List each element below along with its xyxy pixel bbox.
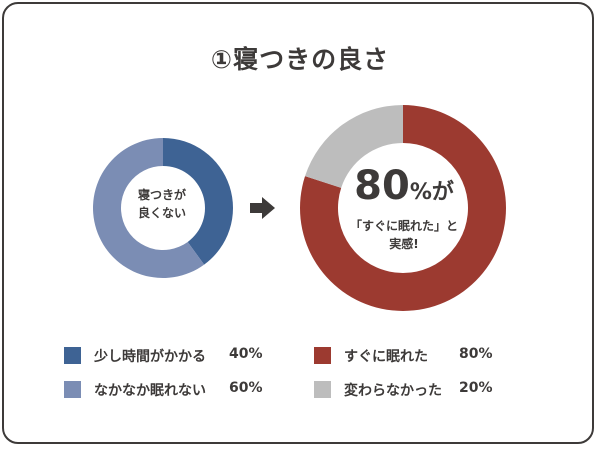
left-center-line2: 良くない: [137, 206, 186, 220]
right-msg-line2: 実感!: [389, 237, 419, 251]
legend-swatch: [64, 381, 81, 398]
legend-value: 80%: [459, 346, 493, 362]
left-center-line1: 寝つきが: [137, 188, 186, 202]
legend-swatch: [314, 347, 331, 364]
right-donut-message: 「すぐに眠れた」と 実感!: [312, 217, 496, 253]
donut-slice-0: [300, 105, 507, 311]
big-percent-suffix: %が: [409, 180, 454, 205]
right-msg-line1: 「すぐに眠れた」と: [349, 219, 458, 233]
arrow-right-icon: [250, 197, 275, 219]
legend-swatch: [314, 381, 331, 398]
left-donut-center-label: 寝つきが 良くない: [106, 186, 218, 222]
legend-label: 変わらなかった: [344, 383, 442, 399]
big-percent-number: 80: [354, 163, 410, 209]
donut-slice-0: [163, 138, 233, 265]
page-title: ①寝つきの良さ: [210, 45, 390, 74]
donut-slice-1: [92, 138, 205, 278]
right-donut-chart: [300, 105, 507, 311]
legend-label: なかなか眠れない: [94, 383, 206, 399]
right-donut-big-value: 80%が: [312, 162, 496, 217]
legend-swatch: [64, 347, 81, 364]
legend-value: 40%: [229, 346, 263, 362]
left-donut-chart: [92, 138, 233, 278]
legend-label: 少し時間がかかる: [94, 349, 206, 365]
legend-value: 60%: [229, 380, 263, 396]
donut-slice-1: [305, 105, 403, 188]
legend-value: 20%: [459, 380, 493, 396]
legend-label: すぐに眠れた: [344, 349, 428, 365]
